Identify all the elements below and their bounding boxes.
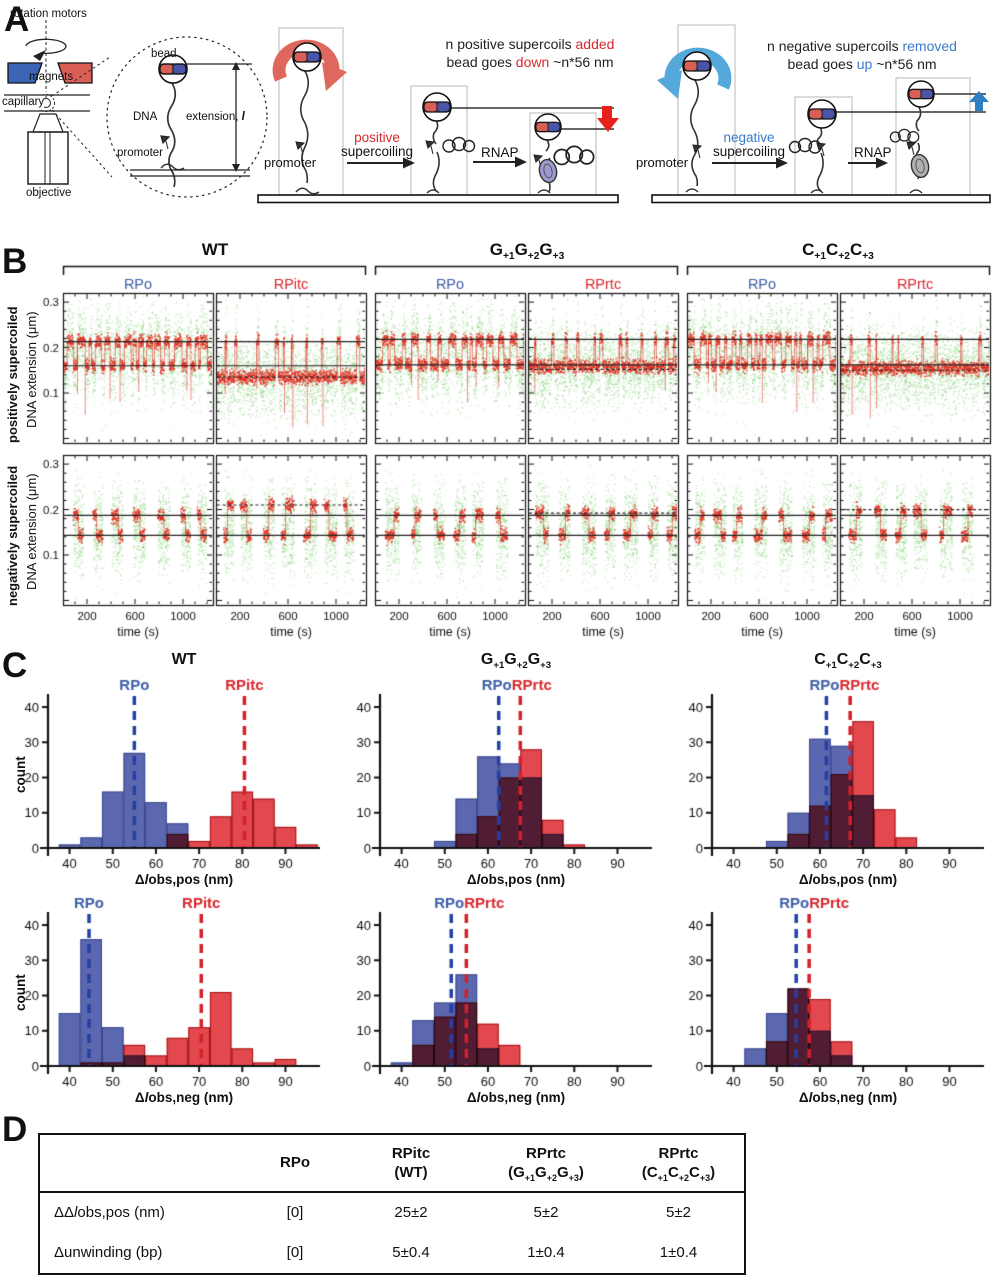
dna-strand — [166, 82, 177, 188]
caption-positive-line1: n positive supercoils added — [445, 36, 615, 52]
surface-bar — [257, 194, 619, 204]
promoter-label-negative: promoter — [636, 155, 689, 170]
negative-word: negative — [723, 130, 775, 145]
down-arrow-icon — [602, 106, 612, 118]
table-row-delta-obs: ΔΔlobs,pos (nm) [0] 25±2 5±2 5±2 — [40, 1193, 744, 1233]
col-header-rpo: RPo — [280, 1154, 310, 1172]
bead-icon — [907, 80, 935, 108]
rnap-label-positive: RNAP — [481, 145, 519, 160]
positive-word: positive — [354, 130, 400, 145]
supercoiling-word-positive: supercoiling — [340, 144, 414, 159]
bead-icon — [807, 99, 837, 129]
row-label-ddl-obs-pos: ΔΔlobs,pos (nm) — [54, 1204, 165, 1222]
xlabel-pos-3: Δlobs,pos (nm) — [798, 872, 898, 887]
xlabel-pos-1: Δlobs,pos (nm) — [134, 872, 234, 887]
cell-r1-rprtc-c: 5±2 — [666, 1204, 691, 1222]
cell-r1-rpitc: 25±2 — [394, 1204, 428, 1222]
magnets-label: magnets — [29, 71, 74, 83]
cell-r1-rpo: [0] — [286, 1204, 304, 1222]
row-label-unwinding: Δunwinding (bp) — [54, 1244, 163, 1262]
promoter-notch — [295, 141, 305, 156]
construct-title-g-c: G+1G+2G+3 — [480, 651, 552, 672]
positive-supercoiling-cartoon — [257, 27, 619, 204]
magnet-red — [57, 62, 93, 84]
construct-title-wt-b: WT — [201, 240, 229, 259]
objective-label: objective — [26, 187, 72, 199]
supercoiling-word-negative: supercoiling — [712, 144, 786, 159]
construct-title-wt-c: WT — [171, 651, 197, 668]
xlabel-neg-3: Δlobs,neg (nm) — [798, 1090, 898, 1105]
panel-d-label: D — [2, 1110, 28, 1149]
magnet-blue — [7, 62, 43, 84]
plectoneme-loops — [788, 137, 822, 154]
construct-title-c-b: C+1C+2C+3 — [802, 240, 874, 263]
magnifier-inset — [37, 36, 268, 198]
caption-negative-line2: bead goes up ~n*56 nm — [787, 56, 937, 72]
promoter-label-positive: promoter — [264, 155, 317, 170]
plectoneme-loops — [553, 145, 595, 166]
caption-positive-line2: bead goes down ~n*56 nm — [446, 54, 614, 70]
rnap-blob-gray — [910, 153, 930, 179]
plectoneme-loops — [442, 136, 476, 153]
rnap-label-negative: RNAP — [854, 145, 892, 160]
objective-cone — [32, 113, 64, 133]
caption-negative-line1: n negative supercoils removed — [767, 38, 957, 54]
rotation-motors-label: rotation motors — [10, 8, 87, 20]
col-header-rprtc-c: RPrtc (C+1C+2C+3) — [641, 1144, 716, 1183]
results-table: RPo RPitc (WT) RPrtc (G+1G+2G+3) RPrtc (C… — [38, 1133, 746, 1275]
extension-label: extension, l — [186, 111, 245, 123]
bead-label: bead — [151, 48, 177, 60]
panel-b-traces-canvas — [0, 262, 994, 640]
up-arrow-icon — [969, 91, 989, 102]
dna-strand — [299, 70, 310, 184]
surface-bar — [651, 194, 991, 204]
bead-icon — [422, 92, 452, 122]
bead-icon — [682, 51, 712, 81]
bead-icon — [534, 113, 562, 141]
construct-title-c-c: C+1C+2C+3 — [814, 651, 882, 672]
construct-title-g-b: G+1G+2G+3 — [489, 240, 565, 263]
xlabel-pos-2: Δlobs,pos (nm) — [466, 872, 566, 887]
dna-strand — [689, 79, 700, 187]
negative-supercoiling-cartoon — [651, 24, 991, 204]
xlabel-neg-1: Δlobs,neg (nm) — [134, 1090, 234, 1105]
panel-a-label: A — [4, 0, 30, 39]
rotation-arrow-icon — [25, 38, 67, 54]
cell-r2-rprtc-c: 1±0.4 — [659, 1244, 698, 1262]
bead-icon — [292, 42, 322, 72]
xlabel-neg-2: Δlobs,neg (nm) — [466, 1090, 566, 1105]
table-header-row: RPo RPitc (WT) RPrtc (G+1G+2G+3) RPrtc (C… — [40, 1135, 744, 1193]
cell-r1-rprtc-g: 5±2 — [533, 1204, 559, 1222]
promoter-label-inset: promoter — [117, 147, 164, 159]
col-header-rprtc-g: RPrtc (G+1G+2G+3) — [508, 1144, 584, 1183]
rnap-blob — [538, 158, 558, 184]
col-header-rpitc-wt: RPitc (WT) — [391, 1144, 431, 1182]
cell-r2-rpitc: 5±0.4 — [392, 1244, 430, 1262]
plectoneme-loops — [889, 128, 920, 144]
magnifier-circle — [106, 36, 268, 198]
panel-c-histograms-canvas — [0, 672, 994, 1092]
cell-r2-rpo: [0] — [286, 1244, 304, 1262]
capillary-label: capillary — [2, 96, 45, 110]
dna-label: DNA — [133, 111, 158, 123]
cell-r2-rprtc-g: 1±0.4 — [527, 1244, 565, 1262]
table-row-unwinding: Δunwinding (bp) [0] 5±0.4 1±0.4 1±0.4 — [40, 1233, 744, 1273]
objective-body — [27, 131, 69, 185]
panel-a-schematic — [4, 20, 991, 204]
